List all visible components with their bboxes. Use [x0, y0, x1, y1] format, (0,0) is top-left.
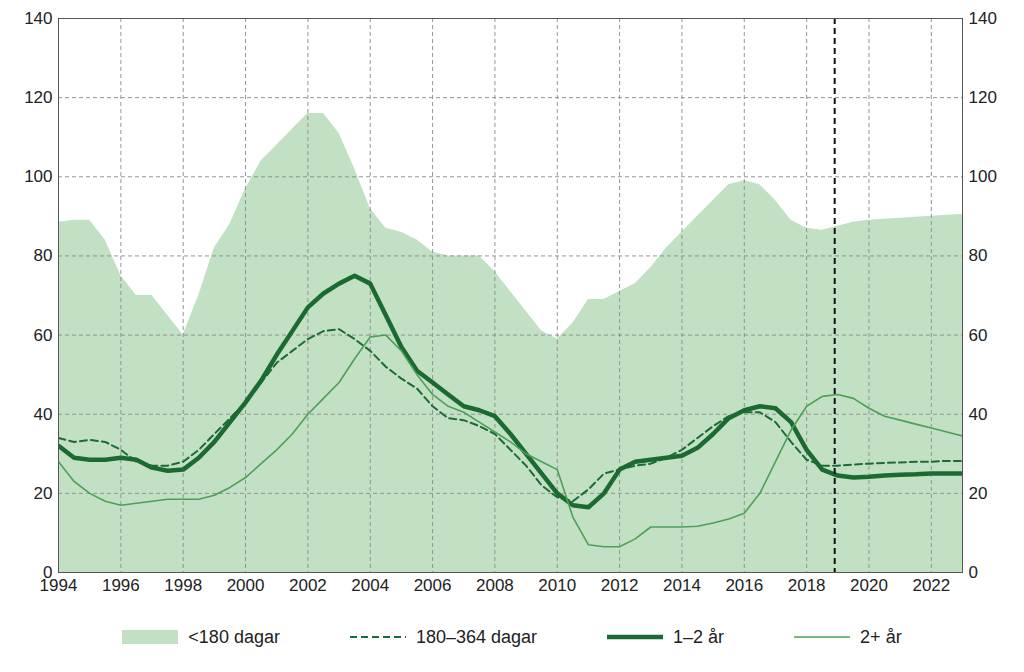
svg-text:80: 80 — [34, 246, 53, 265]
svg-text:20: 20 — [969, 484, 988, 503]
svg-text:60: 60 — [34, 326, 53, 345]
svg-text:120: 120 — [969, 88, 997, 107]
svg-text:60: 60 — [969, 326, 988, 345]
svg-text:40: 40 — [34, 405, 53, 424]
svg-text:80: 80 — [969, 246, 988, 265]
svg-text:2004: 2004 — [351, 576, 389, 595]
svg-text:0: 0 — [969, 563, 978, 582]
svg-text:2006: 2006 — [414, 576, 452, 595]
svg-text:2022: 2022 — [912, 576, 950, 595]
svg-text:1994: 1994 — [39, 575, 78, 595]
svg-text:100: 100 — [969, 167, 997, 186]
svg-text:2018: 2018 — [788, 576, 826, 595]
svg-text:120: 120 — [24, 88, 52, 107]
svg-text:2002: 2002 — [289, 576, 327, 595]
html-text:180–364 dagar: 180–364 dagar — [415, 626, 538, 647]
svg-text:40: 40 — [969, 405, 988, 424]
svg-text:100: 100 — [24, 167, 52, 186]
svg-text:1996: 1996 — [102, 576, 140, 595]
svg-text:140: 140 — [969, 9, 997, 28]
svg-text:2012: 2012 — [601, 576, 639, 595]
svg-text:2010: 2010 — [538, 576, 576, 595]
svg-text:2000: 2000 — [227, 576, 265, 595]
html-text:<180 dagar: <180 dagar — [188, 626, 280, 647]
svg-text:0: 0 — [43, 563, 52, 582]
svg-text:20: 20 — [34, 484, 53, 503]
html-text:1–2 år: 1–2 år — [673, 626, 725, 647]
svg-text:2014: 2014 — [663, 576, 701, 595]
html-text:2+ år: 2+ år — [860, 626, 902, 647]
svg-text:2008: 2008 — [476, 576, 514, 595]
svg-text:2016: 2016 — [725, 576, 763, 595]
svg-text:140: 140 — [24, 9, 52, 28]
svg-text:1998: 1998 — [164, 576, 202, 595]
svg-text:2020: 2020 — [850, 576, 888, 595]
